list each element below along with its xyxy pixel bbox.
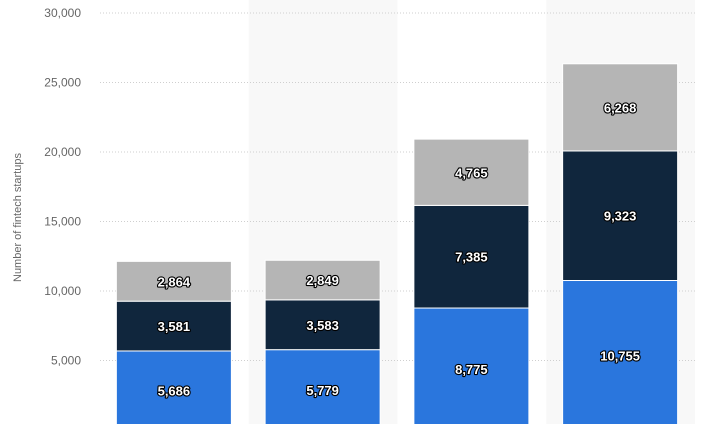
bar-segment <box>562 150 679 282</box>
data-label: 7,385 <box>455 250 488 265</box>
bar-segment <box>562 280 679 424</box>
y-tick-label: 10,000 <box>44 284 81 298</box>
data-label: 10,755 <box>600 348 640 363</box>
bar-segment <box>115 350 232 424</box>
data-label: 5,779 <box>306 383 339 398</box>
y-tick-label: 25,000 <box>44 76 81 90</box>
y-tick-label: 30,000 <box>44 6 81 20</box>
bar-segment <box>264 299 381 351</box>
bars <box>115 63 679 424</box>
y-axis-label: Number of fintech startups <box>12 153 24 283</box>
data-label: 5,686 <box>158 383 191 398</box>
y-tick-label: 15,000 <box>44 215 81 229</box>
bar-segment <box>413 307 530 424</box>
bar-segment <box>115 300 232 352</box>
data-label: 6,268 <box>604 100 637 115</box>
data-labels: 5,686 3,581 2,864 5,779 3,583 2,849 8,775 7,385… <box>157 99 642 399</box>
data-label: 2,849 <box>306 273 339 288</box>
bar-segment <box>264 259 381 301</box>
bar-segment <box>264 349 381 424</box>
y-tick-label: 20,000 <box>44 145 81 159</box>
bar-segment <box>413 204 530 309</box>
data-label: 2,864 <box>158 274 191 289</box>
bar-segment <box>562 63 679 152</box>
bar-segment <box>115 260 232 302</box>
bar-segment <box>413 138 530 206</box>
data-label: 3,581 <box>158 319 191 334</box>
data-label: 8,775 <box>455 362 488 377</box>
data-label: 4,765 <box>455 165 488 180</box>
y-tick-label: 5,000 <box>51 354 81 368</box>
data-label: 3,583 <box>306 318 339 333</box>
data-label: 9,323 <box>604 209 637 224</box>
y-axis-ticks: 5,000 10,000 15,000 20,000 25,000 30,000 <box>44 6 81 368</box>
